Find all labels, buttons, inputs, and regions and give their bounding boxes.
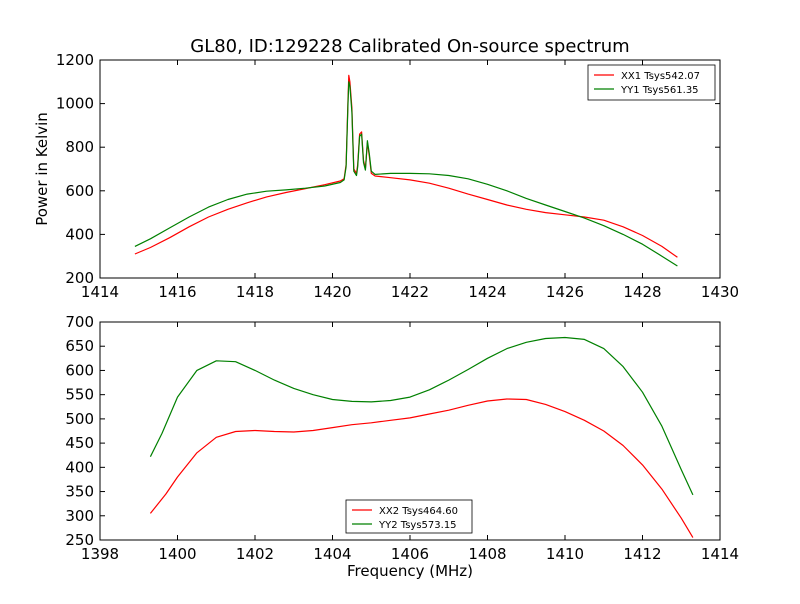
x-axis-label: Frequency (MHz) xyxy=(347,562,473,580)
y-tick-label: 1000 xyxy=(56,95,94,113)
x-tick-label: 1402 xyxy=(236,545,274,563)
y-tick-label: 600 xyxy=(65,182,94,200)
y-tick-label: 250 xyxy=(65,531,94,549)
x-tick-label: 1418 xyxy=(236,283,274,301)
series-line-2 xyxy=(134,81,678,267)
legend-label: YY1 Tsys561.35 xyxy=(620,85,699,96)
legend-box xyxy=(345,499,473,534)
x-tick-label: 1406 xyxy=(391,545,429,563)
y-tick-label: 300 xyxy=(65,507,94,525)
x-tick-label: 1404 xyxy=(313,545,351,563)
y-tick-label: 450 xyxy=(65,434,94,452)
x-tick-label: 1428 xyxy=(623,283,661,301)
x-tick-label: 1400 xyxy=(158,545,196,563)
y-tick-label: 800 xyxy=(65,138,94,156)
y-axis-label-top: Power in Kelvin xyxy=(33,112,51,226)
x-tick-label: 1414 xyxy=(81,283,119,301)
x-tick-label: 1426 xyxy=(546,283,584,301)
y-tick-label: 1200 xyxy=(56,51,94,69)
y-tick-label: 200 xyxy=(65,269,94,287)
y-tick-label: 400 xyxy=(65,225,94,243)
x-tick-label: 1424 xyxy=(468,283,506,301)
legend-label: XX2 Tsys464.60 xyxy=(379,506,458,517)
legend-label: XX1 Tsys542.07 xyxy=(621,71,700,82)
x-tick-label: 1398 xyxy=(81,545,119,563)
x-tick-label: 1416 xyxy=(158,283,196,301)
y-tick-label: 650 xyxy=(65,337,94,355)
legend-box xyxy=(587,64,716,101)
x-tick-label: 1414 xyxy=(701,545,739,563)
series-line-2 xyxy=(149,336,694,496)
x-tick-label: 1422 xyxy=(391,283,429,301)
top-plot: 1414 1416 1418 1420 1422 1424 1426 1428 1430 200 4… xyxy=(56,51,739,301)
y-tick-label: 550 xyxy=(65,386,94,404)
x-tick-label: 1430 xyxy=(701,283,739,301)
bottom-plot: 1398 1400 1402 1404 1406 1408 1410 1412 1414 250 3… xyxy=(65,313,739,563)
y-tick-label: 600 xyxy=(65,361,94,379)
y-tick-label: 500 xyxy=(65,410,94,428)
y-tick-label: 350 xyxy=(65,483,94,501)
legend-label: YY2 Tsys573.15 xyxy=(378,520,457,531)
y-tick-label: 700 xyxy=(65,313,94,331)
series-line-1 xyxy=(134,74,678,258)
x-tick-label: 1408 xyxy=(468,545,506,563)
x-tick-label: 1412 xyxy=(623,545,661,563)
figure-title: GL80, ID:129228 Calibrated On-source spe… xyxy=(190,36,629,57)
series-line-1 xyxy=(149,398,694,538)
y-tick-label: 400 xyxy=(65,458,94,476)
x-tick-label: 1420 xyxy=(313,283,351,301)
x-tick-label: 1410 xyxy=(546,545,584,563)
